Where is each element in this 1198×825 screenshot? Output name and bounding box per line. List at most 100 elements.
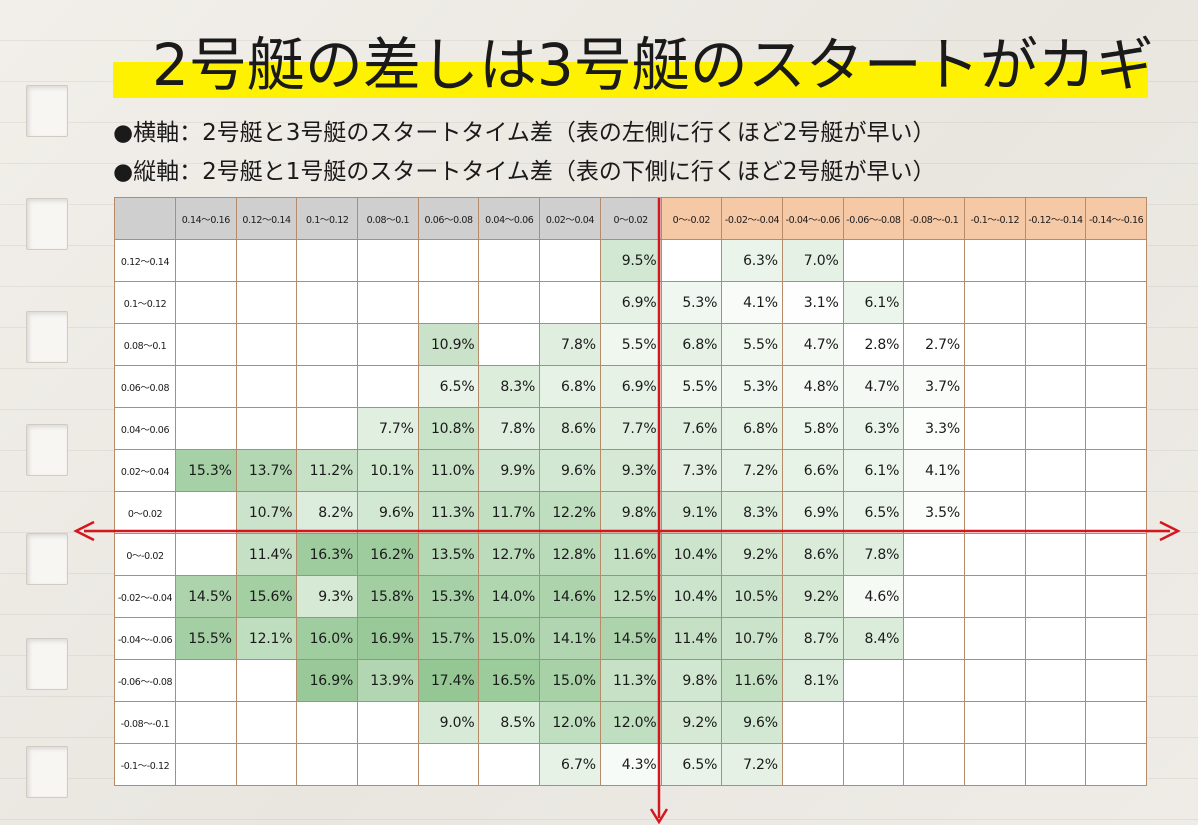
heatmap-cell: 15.0% (539, 659, 601, 702)
heatmap-cell (963, 323, 1026, 366)
heatmap-cell: 7.2% (721, 743, 783, 786)
heatmap-cell: 7.6% (660, 407, 723, 450)
heatmap-cell: 9.6% (357, 491, 419, 534)
heatmap-cell: 6.9% (599, 281, 662, 324)
heatmap-cell: 5.3% (721, 365, 783, 408)
column-header: -0.14～-0.16 (1085, 197, 1147, 240)
heatmap-cell (296, 701, 359, 744)
column-header: 0.04～0.06 (478, 197, 541, 240)
heatmap-cell: 16.0% (296, 617, 359, 660)
column-header: -0.12～-0.14 (1024, 197, 1087, 240)
heatmap-cell: 4.8% (781, 365, 844, 408)
binder-hole (26, 85, 68, 137)
heatmap-cell (963, 281, 1026, 324)
heatmap-cell (478, 239, 541, 282)
table-row: -0.1～-0.12 6.7% 4.3% 6.5% 7.2% (114, 743, 1147, 786)
heatmap-cell: 9.2% (781, 575, 844, 618)
heatmap-cell: 8.1% (781, 659, 844, 702)
heatmap-cell: 12.0% (539, 701, 601, 744)
heatmap-cell (357, 743, 419, 786)
heatmap-cell: 10.7% (721, 617, 783, 660)
heatmap-cell (296, 239, 359, 282)
heatmap-cell (175, 239, 237, 282)
heatmap-cell: 6.5% (417, 365, 480, 408)
heatmap-cell (296, 323, 359, 366)
heatmap-cell (296, 743, 359, 786)
heatmap-cell: 10.8% (417, 407, 480, 450)
heatmap-cell: 7.8% (478, 407, 541, 450)
table-row: -0.08～-0.1 9.0% 8.5% 12.0% 12.0% 9.2% 9.6% (114, 701, 1147, 744)
heatmap-cell: 15.5% (175, 617, 237, 660)
heatmap-cell (1085, 323, 1147, 366)
heatmap-cell (1085, 281, 1147, 324)
heatmap-cell: 3.5% (903, 491, 965, 534)
heatmap-cell (903, 659, 965, 702)
title-highlight (113, 62, 1148, 98)
binder-hole (26, 424, 68, 476)
column-header: -0.08～-0.1 (903, 197, 965, 240)
heatmap-cell: 13.5% (417, 533, 480, 576)
heatmap-cell (1085, 239, 1147, 282)
column-header: 0.08～0.1 (357, 197, 419, 240)
heatmap-cell: 14.5% (599, 617, 662, 660)
heatmap-cell (175, 281, 237, 324)
heatmap-cell: 3.3% (903, 407, 965, 450)
heatmap-cell: 7.8% (842, 533, 905, 576)
heatmap-cell: 16.9% (357, 617, 419, 660)
heatmap-cell: 10.5% (721, 575, 783, 618)
heatmap-cell (963, 365, 1026, 408)
heatmap-cell: 5.5% (599, 323, 662, 366)
heatmap-cell: 6.9% (781, 491, 844, 534)
heatmap-cell (1024, 365, 1087, 408)
heatmap-cell: 7.0% (781, 239, 844, 282)
heatmap-cell: 3.7% (903, 365, 965, 408)
row-header: 0～0.02 (114, 491, 176, 534)
table-row: 0.02～0.04 15.3% 13.7% 11.2% 10.1% 11.0% 9.9% 9.… (114, 449, 1147, 492)
heatmap-cell: 11.0% (417, 449, 480, 492)
heatmap-cell: 14.5% (175, 575, 237, 618)
heatmap-cell (903, 701, 965, 744)
heatmap-cell (903, 281, 965, 324)
heatmap-cell (1024, 449, 1087, 492)
heatmap-cell: 11.2% (296, 449, 359, 492)
heatmap-cell (235, 659, 298, 702)
heatmap-cell (963, 743, 1026, 786)
heatmap-cell: 4.3% (599, 743, 662, 786)
heatmap-cell (539, 281, 601, 324)
heatmap-cell (175, 407, 237, 450)
heatmap-cell: 7.7% (599, 407, 662, 450)
heatmap-cell: 10.9% (417, 323, 480, 366)
corner-cell (114, 197, 176, 240)
heatmap-cell: 5.5% (721, 323, 783, 366)
heatmap-cell: 15.6% (235, 575, 298, 618)
table-row: -0.06～-0.08 16.9% 13.9% 17.4% 16.5% 15.0% 11.3… (114, 659, 1147, 702)
heatmap-cell (963, 575, 1026, 618)
heatmap-cell: 5.8% (781, 407, 844, 450)
heatmap-cell (963, 659, 1026, 702)
heatmap-cell (1085, 701, 1147, 744)
heatmap-cell: 12.0% (599, 701, 662, 744)
table-row: 0.1～0.12 6.9% 5.3% 4.1% 3.1% 6.1% (114, 281, 1147, 324)
heatmap-cell (175, 701, 237, 744)
heatmap-cell (963, 701, 1026, 744)
heatmap-cell: 8.7% (781, 617, 844, 660)
heatmap-cell (903, 575, 965, 618)
heatmap-cell: 12.2% (539, 491, 601, 534)
heatmap-cell (175, 659, 237, 702)
heatmap-cell: 8.5% (478, 701, 541, 744)
column-header: 0～-0.02 (660, 197, 723, 240)
heatmap-cell: 3.1% (781, 281, 844, 324)
column-header: 0.14～0.16 (175, 197, 237, 240)
table-row: 0.04～0.06 7.7% 10.8% 7.8% 8.6% 7.7% 7.6% 6.8% 5.… (114, 407, 1147, 450)
row-header: 0～-0.02 (114, 533, 176, 576)
heatmap-cell: 6.3% (721, 239, 783, 282)
row-header: 0.1～0.12 (114, 281, 176, 324)
heatmap-cell (963, 617, 1026, 660)
heatmap-cell (235, 407, 298, 450)
binder-hole (26, 311, 68, 363)
heatmap-cell: 8.6% (781, 533, 844, 576)
column-header: -0.1～-0.12 (963, 197, 1026, 240)
heatmap-cell (1085, 617, 1147, 660)
binder-hole (26, 198, 68, 250)
heatmap-cell: 6.5% (660, 743, 723, 786)
